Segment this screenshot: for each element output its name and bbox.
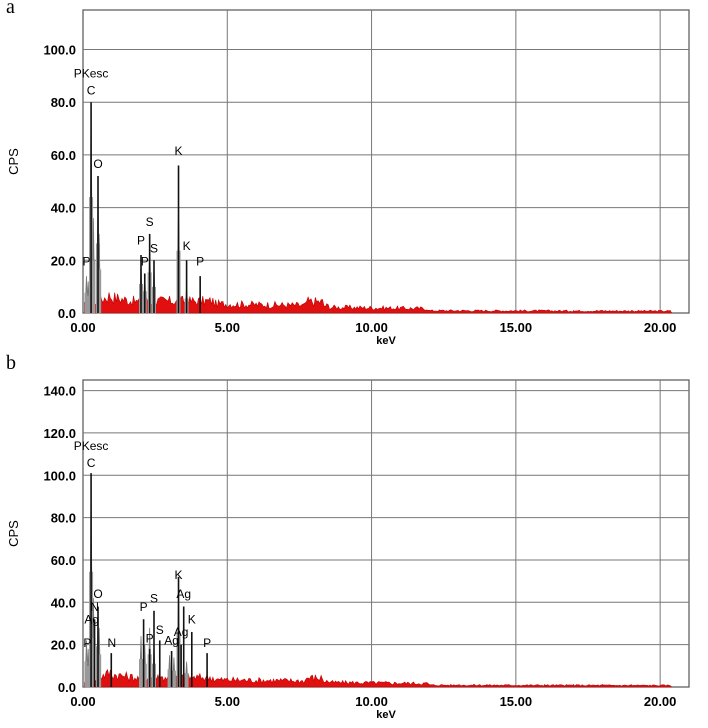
x-tick-label: 0.00: [70, 320, 95, 335]
panel-label-a: a: [6, 0, 15, 18]
peak-shoulder: [91, 260, 96, 313]
y-tick-label: 20.0: [51, 638, 76, 653]
element-label: P: [82, 255, 90, 269]
x-tick-label: 10.00: [355, 320, 388, 335]
x-tick-label: 5.00: [215, 694, 240, 709]
y-tick-label: 40.0: [51, 595, 76, 610]
y-axis-label: CPS: [6, 148, 21, 175]
element-label: S: [146, 215, 154, 229]
pkesc-annotation: PKesc: [74, 66, 109, 80]
element-label: Ag: [84, 612, 99, 626]
element-label: P: [140, 600, 148, 614]
y-tick-label: 140.0: [43, 384, 76, 399]
element-label: O: [93, 587, 102, 601]
element-label: P: [83, 636, 91, 650]
element-label: S: [150, 591, 158, 605]
y-tick-label: 0.0: [58, 680, 76, 695]
x-axis-label: keV: [376, 335, 396, 347]
y-tick-label: 40.0: [51, 201, 76, 216]
element-label: Ag: [176, 587, 191, 601]
continuum-area: [84, 292, 673, 314]
element-label: N: [108, 636, 117, 650]
y-tick-label: 100.0: [43, 468, 76, 483]
element-label: K: [175, 144, 183, 158]
element-label: N: [90, 600, 99, 614]
y-tick-label: 60.0: [51, 553, 76, 568]
element-label: P: [146, 632, 154, 646]
element-label: P: [203, 636, 211, 650]
element-label: K: [175, 568, 183, 582]
element-label: K: [188, 612, 196, 626]
x-axis-label: keV: [376, 709, 396, 721]
element-label: Ag: [164, 634, 179, 648]
element-label: S: [150, 241, 158, 255]
element-label: P: [141, 255, 149, 269]
y-tick-label: 80.0: [51, 511, 76, 526]
peak-shoulder: [97, 269, 102, 313]
plot-frame: [82, 9, 690, 314]
element-label: Ag: [174, 625, 189, 639]
x-tick-label: 20.00: [644, 694, 677, 709]
peak-shoulder: [86, 666, 91, 687]
element-label: S: [156, 623, 164, 637]
x-tick-label: 20.00: [644, 320, 677, 335]
element-label: O: [93, 157, 102, 171]
peak-shoulder: [171, 670, 176, 687]
x-tick-label: 10.00: [355, 694, 388, 709]
y-axis-label: CPS: [6, 520, 21, 547]
panel-label-b: b: [6, 352, 16, 374]
element-label: C: [87, 83, 96, 97]
peak-shoulder: [86, 295, 91, 313]
element-label: P: [137, 233, 145, 247]
y-tick-label: 0.0: [58, 306, 76, 321]
peak-shoulder: [167, 669, 172, 687]
peak-shoulder: [142, 663, 147, 687]
x-tick-label: 5.00: [215, 320, 240, 335]
y-tick-label: 60.0: [51, 148, 76, 163]
element-label: P: [196, 255, 204, 269]
x-tick-label: 0.00: [70, 694, 95, 709]
element-label: K: [183, 239, 191, 253]
x-tick-label: 15.00: [500, 320, 533, 335]
y-tick-label: 80.0: [51, 95, 76, 110]
peak-shoulder: [97, 654, 102, 687]
eds-spectrum-chart-a: 0.00 5.00 10.00 15.00 20.00 0.0 20.0 40.0 60.0 80…: [6, 9, 690, 347]
y-tick-label: 120.0: [43, 426, 76, 441]
pkesc-annotation: PKesc: [74, 439, 109, 453]
eds-spectrum-chart-b: 0.00 5.00 10.00 15.00 20.00 0.0 20.0 40.0 60.0 80…: [6, 379, 690, 721]
y-tick-label: 100.0: [43, 43, 76, 58]
y-tick-label: 20.0: [51, 253, 76, 268]
x-tick-label: 15.00: [500, 694, 533, 709]
peak-shoulder: [184, 673, 189, 687]
peak-shoulder: [139, 659, 144, 687]
element-label: C: [87, 456, 96, 470]
peak-shoulder: [91, 638, 96, 687]
